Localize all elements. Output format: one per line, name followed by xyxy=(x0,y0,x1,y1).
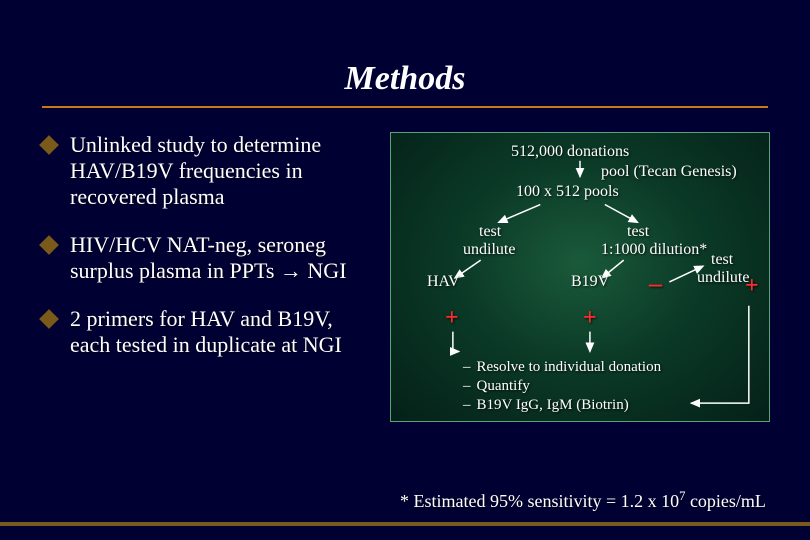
diamond-icon xyxy=(39,135,59,155)
bullet-item: Unlinked study to determine HAV/B19V fre… xyxy=(40,132,372,210)
diamond-icon xyxy=(39,235,59,255)
hav-plus-icon: + xyxy=(445,305,459,332)
flow-second-test: test xyxy=(711,251,733,269)
bottom-accent-bar xyxy=(0,522,810,526)
b19v-plus-icon: + xyxy=(583,305,597,332)
footnote: * Estimated 95% sensitivity = 1.2 x 107 … xyxy=(400,489,766,512)
result-item: –B19V IgG, IgM (Biotrin) xyxy=(463,396,661,415)
slide-title: Methods xyxy=(0,0,810,106)
bullet-list: Unlinked study to determine HAV/B19V fre… xyxy=(40,132,372,422)
bullet-item: 2 primers for HAV and B19V, each tested … xyxy=(40,306,372,358)
flow-second-sub: undilute xyxy=(697,269,749,287)
result-item: –Quantify xyxy=(463,377,661,396)
undilute-plus-icon: + xyxy=(745,273,759,300)
result-item: –Resolve to individual donation xyxy=(463,358,661,377)
flow-panel: 512,000 donations pool (Tecan Genesis) 1… xyxy=(390,132,770,422)
flow-hav: HAV xyxy=(427,273,460,291)
flow-pools: 100 x 512 pools xyxy=(516,183,619,201)
bullet-item: HIV/HCV NAT-neg, seroneg surplus plasma … xyxy=(40,232,372,284)
content-area: Unlinked study to determine HAV/B19V fre… xyxy=(0,108,810,422)
footnote-suffix: copies/mL xyxy=(685,491,765,511)
footnote-prefix: * Estimated 95% sensitivity = 1.2 x 10 xyxy=(400,491,679,511)
flow-right-test: test xyxy=(627,223,649,241)
bullet-text: 2 primers for HAV and B19V, each tested … xyxy=(70,306,372,358)
bullet-text: HIV/HCV NAT-neg, seroneg surplus plasma … xyxy=(70,232,372,284)
flow-donations: 512,000 donations xyxy=(511,143,629,161)
flow-b19v: B19V xyxy=(571,273,609,291)
flow-right-sub: 1:1000 dilution* xyxy=(601,241,707,259)
flow-left-sub: undilute xyxy=(463,241,515,259)
flow-results: –Resolve to individual donation –Quantif… xyxy=(463,358,661,414)
diamond-icon xyxy=(39,309,59,329)
flow-left-test: test xyxy=(479,223,501,241)
flow-pool-note: pool (Tecan Genesis) xyxy=(601,163,737,181)
flow-diagram: 512,000 donations pool (Tecan Genesis) 1… xyxy=(390,132,770,422)
b19v-minus-icon: – xyxy=(649,269,662,299)
bullet-text: Unlinked study to determine HAV/B19V fre… xyxy=(70,132,372,210)
